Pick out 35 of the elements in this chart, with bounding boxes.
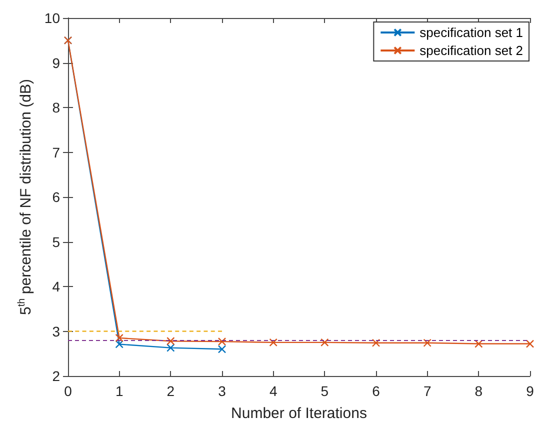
x-tick-label: 0 [64, 383, 72, 399]
point [166, 344, 175, 352]
y-tick-label: 3 [52, 323, 60, 340]
point [320, 338, 329, 347]
x-tick-label: 2 [166, 383, 175, 399]
y-tick-label: 7 [52, 144, 60, 160]
point [474, 340, 483, 348]
x-tick-label: 5 [320, 383, 329, 399]
point [115, 334, 124, 342]
x-tick-label: 6 [372, 383, 380, 399]
x-tick-label: 3 [218, 383, 226, 399]
legend-label: specification set 2 [420, 43, 524, 58]
y-tick-label: 8 [52, 100, 60, 116]
x-axis-title: Number of Iterations [231, 405, 367, 422]
y-tick-label: 10 [44, 10, 60, 26]
y-tick-label: 2 [52, 368, 60, 384]
y-tick-label: 6 [52, 189, 60, 205]
y-axis-title: 5th percentile of NF distribution (dB) [16, 79, 35, 315]
y-tick-label: 9 [52, 54, 60, 71]
y-tick-label: 5 [52, 234, 60, 250]
point [166, 336, 175, 346]
x-tick-label: 8 [474, 383, 483, 399]
x-tick-label: 4 [269, 383, 278, 399]
point [372, 338, 380, 347]
x-tick-label: 7 [423, 383, 432, 399]
point [269, 338, 278, 347]
point [115, 340, 124, 348]
x-tick-label: 9 [526, 383, 534, 399]
point [218, 337, 226, 346]
point [218, 345, 226, 354]
point [526, 340, 534, 348]
x-tick-label: 1 [115, 383, 124, 399]
point [423, 338, 432, 347]
legend-label: specification set 1 [420, 25, 524, 40]
y-tick-label: 4 [52, 278, 60, 294]
